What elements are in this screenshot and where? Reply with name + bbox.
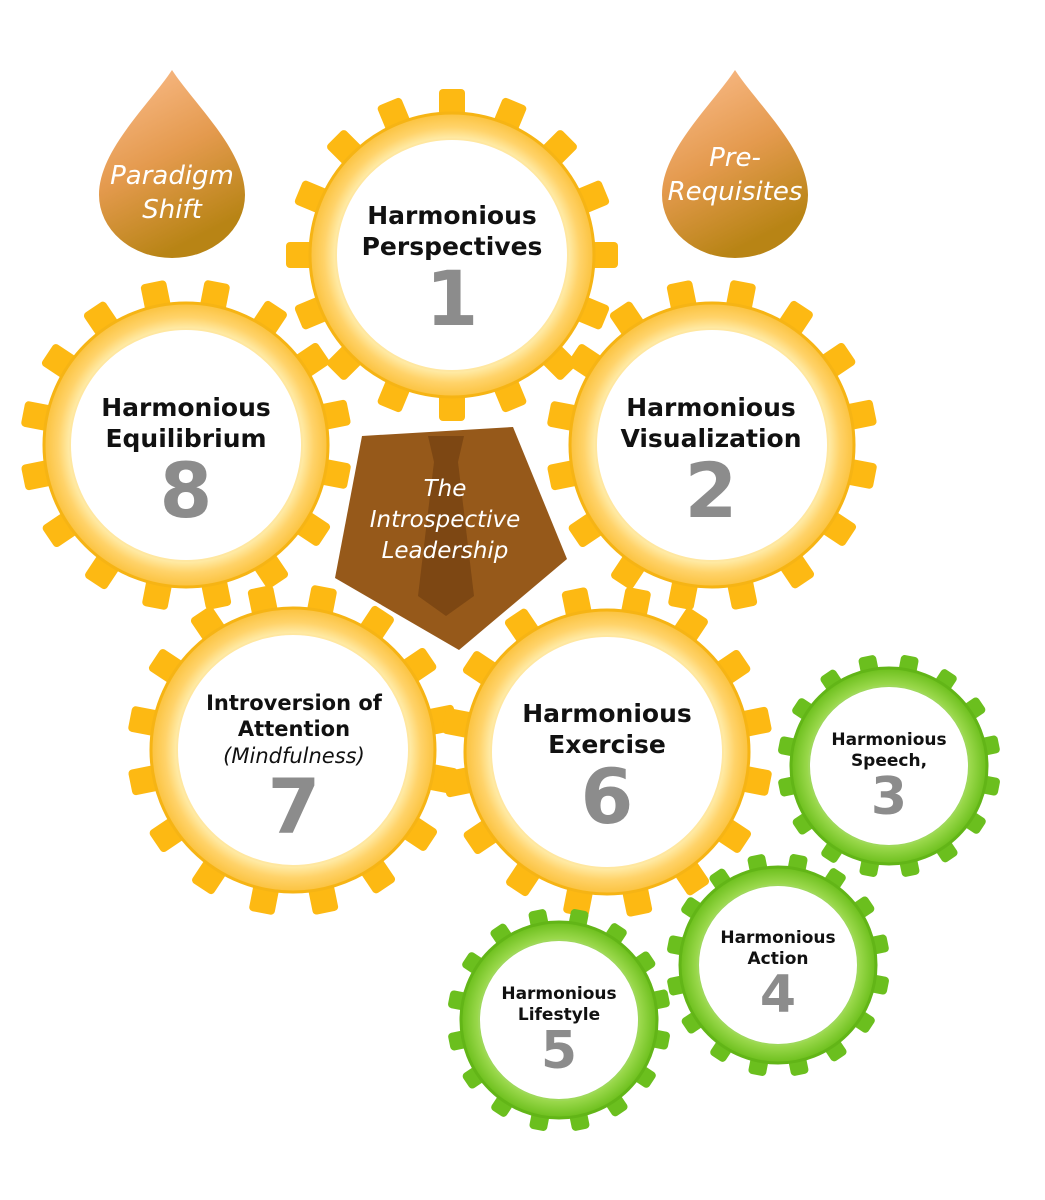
introspective-leadership-label: The Introspective Leadership xyxy=(345,474,545,567)
paradigm-shift-drop xyxy=(99,70,245,258)
gear-6-number: 6 xyxy=(580,751,634,841)
gear-4-line2: Action xyxy=(747,949,809,970)
gear-3-line1: Harmonious xyxy=(831,730,947,750)
gear-2-number: 2 xyxy=(684,445,738,535)
gear-3-number: 3 xyxy=(870,766,908,827)
gear-1-label: Harmonious Perspectives 1 xyxy=(332,200,572,337)
center-line2: Introspective xyxy=(369,507,521,534)
gear-7-line1: Introversion of xyxy=(206,691,382,715)
gear-8-label: Harmonious Equilibrium 8 xyxy=(66,392,306,529)
gear-7-line2: Attention xyxy=(237,717,351,742)
gear-7-number: 7 xyxy=(267,761,321,851)
gear-5-number: 5 xyxy=(540,1020,578,1081)
gear-1-line2: Perspectives xyxy=(361,232,543,262)
gear-8-line2: Equilibrium xyxy=(105,424,267,454)
gear-3-label: Harmonious Speech, 3 xyxy=(814,730,964,823)
gear-6-label: Harmonious Exercise 6 xyxy=(489,698,725,835)
gear-2 xyxy=(547,280,877,610)
paradigm-shift-line2: Shift xyxy=(142,194,202,225)
gear-2-line2: Visualization xyxy=(620,424,802,454)
pre-requisites-label: Pre- Requisites xyxy=(662,142,808,210)
paradigm-shift-line1: Paradigm xyxy=(110,161,234,191)
gear-8 xyxy=(21,280,351,610)
pre-requisites-line1: Pre- xyxy=(709,143,761,173)
pre-requisites-line2: Requisites xyxy=(667,176,803,207)
gear-face xyxy=(595,328,829,562)
paradigm-shift-label: Paradigm Shift xyxy=(99,160,245,228)
gear-5-label: Harmonious Lifestyle 5 xyxy=(484,984,634,1077)
gear-4-line1: Harmonious xyxy=(720,928,836,948)
center-line1: The xyxy=(423,476,467,502)
gear-3 xyxy=(778,655,1000,877)
gear-1-number: 1 xyxy=(425,253,479,343)
gear-4-label: Harmonious Action 4 xyxy=(703,928,853,1021)
gear-face xyxy=(335,138,569,372)
gear-7-line3: (Mindfulness) xyxy=(223,743,365,768)
pre-requisites-drop xyxy=(662,70,808,258)
gear-3-line2: Speech, xyxy=(850,751,928,772)
tie-icon xyxy=(418,436,474,616)
gear-1 xyxy=(286,89,618,421)
gear-face xyxy=(176,633,410,867)
gear-face xyxy=(808,685,970,847)
gear-6-line1: Harmonious xyxy=(522,699,692,728)
gear-face xyxy=(69,328,303,562)
gear-5-line1: Harmonious xyxy=(501,984,617,1004)
gear-7 xyxy=(128,585,458,915)
gear-4-number: 4 xyxy=(759,964,797,1025)
gear-1-line1: Harmonious xyxy=(367,201,537,230)
gear-8-number: 8 xyxy=(159,445,213,535)
gear-6-line2: Exercise xyxy=(548,730,666,760)
gear-2-label: Harmonious Visualization 2 xyxy=(586,392,836,529)
center-line3: Leadership xyxy=(381,538,509,565)
gear-face xyxy=(478,939,640,1101)
gear-face xyxy=(490,635,724,869)
gear-5-line2: Lifestyle xyxy=(517,1005,601,1026)
gear-5 xyxy=(448,909,670,1131)
gear-face xyxy=(697,884,859,1046)
gear-2-line1: Harmonious xyxy=(626,393,796,422)
gear-6 xyxy=(442,587,772,917)
gear-4 xyxy=(667,854,889,1076)
gear-7-label: Introversion of Attention (Mindfulness) … xyxy=(183,690,405,845)
gear-8-line1: Harmonious xyxy=(101,393,271,422)
